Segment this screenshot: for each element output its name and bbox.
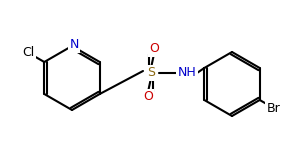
- Text: O: O: [143, 90, 153, 103]
- Text: S: S: [147, 66, 155, 80]
- Text: Cl: Cl: [23, 46, 35, 59]
- Text: O: O: [149, 42, 159, 56]
- Text: Br: Br: [267, 102, 280, 115]
- Text: N: N: [69, 39, 79, 51]
- Text: NH: NH: [178, 66, 196, 80]
